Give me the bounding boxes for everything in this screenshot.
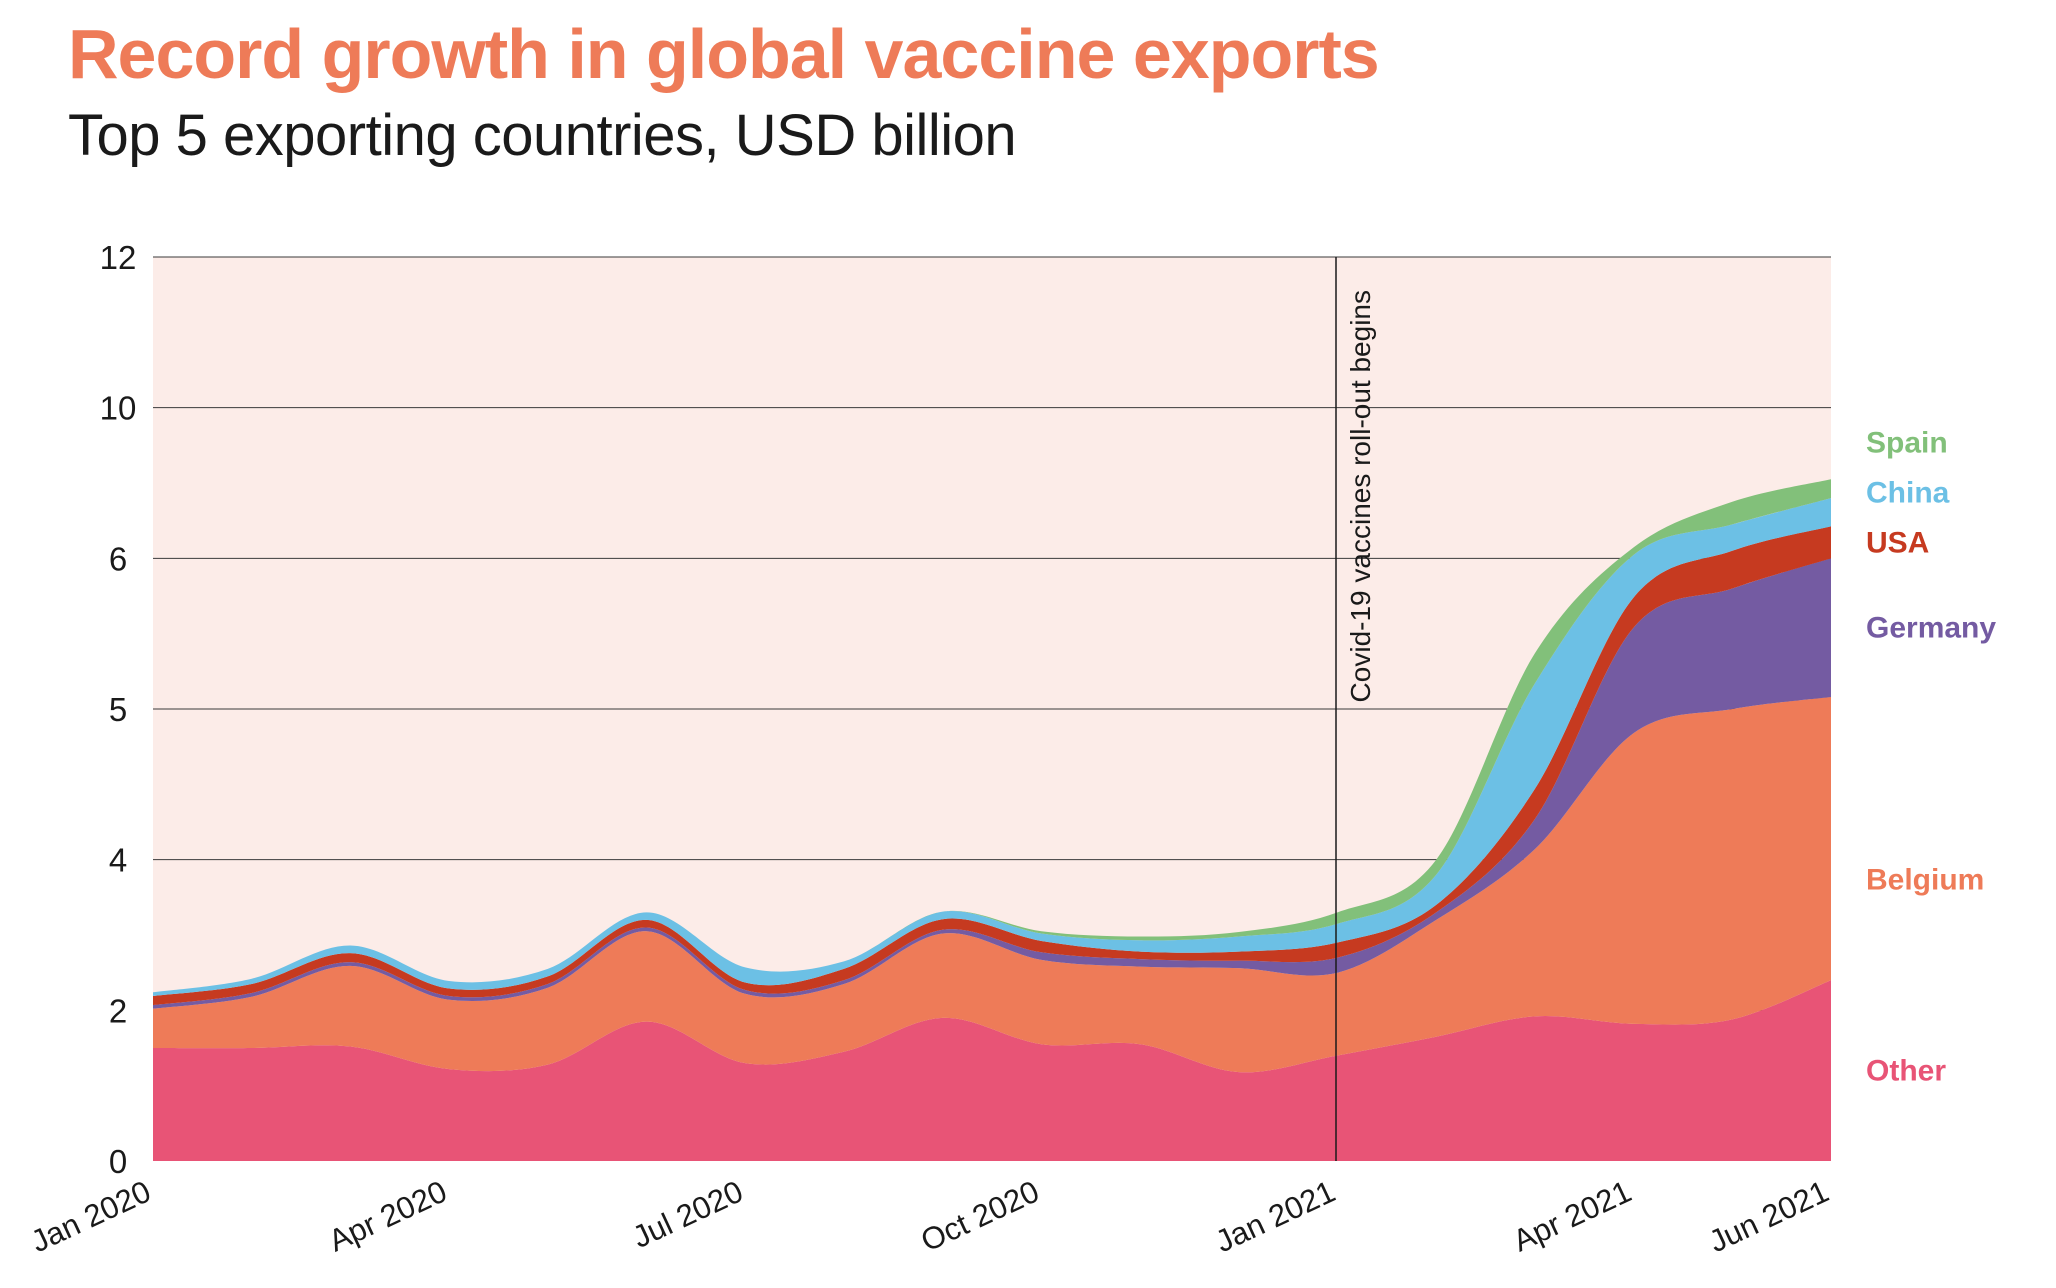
x-tick-label: Apr 2021 xyxy=(1508,1174,1637,1259)
y-tick-label: 4 xyxy=(109,842,127,879)
chart-title: Record growth in global vaccine exports xyxy=(68,15,1380,93)
y-tick-label: 6 xyxy=(109,540,127,577)
legend-label-usa: USA xyxy=(1866,526,1929,559)
x-tick-label: Jan 2020 xyxy=(26,1174,156,1260)
x-axis-ticks: Jan 2020 Apr 2020 Jul 2020 Oct 2020 Jan 2021… xyxy=(26,1174,1834,1260)
x-tick-label: Jun 2021 xyxy=(1704,1174,1834,1260)
y-tick-label: 10 xyxy=(100,390,137,427)
legend-label-other: Other xyxy=(1866,1055,1946,1088)
chart-subtitle: Top 5 exporting countries, USD billion xyxy=(68,103,1017,168)
area-belgium xyxy=(153,696,1831,1073)
legend-label-china: China xyxy=(1866,476,1950,509)
area-china xyxy=(153,498,1831,996)
area-other xyxy=(153,980,1831,1161)
legend-label-germany: Germany xyxy=(1866,612,1996,645)
y-tick-label: 0 xyxy=(109,1143,127,1180)
legend: Other Belgium Germany USA China Spain xyxy=(1866,426,1996,1087)
x-tick-label: Jul 2020 xyxy=(627,1174,748,1255)
y-tick-label: 5 xyxy=(109,691,127,728)
legend-label-belgium: Belgium xyxy=(1866,863,1984,896)
x-tick-label: Apr 2020 xyxy=(323,1174,452,1259)
annotation-label: Covid-19 vaccines roll-out begins xyxy=(1345,290,1376,702)
y-tick-label: 2 xyxy=(109,992,127,1029)
series-areas xyxy=(153,479,1831,1161)
legend-label-spain: Spain xyxy=(1866,426,1948,459)
area-spain xyxy=(153,479,1831,993)
annotation: Covid-19 vaccines roll-out begins xyxy=(1335,257,1376,1161)
y-axis-ticks: 0 2 4 5 6 10 12 xyxy=(100,239,137,1180)
x-tick-label: Oct 2020 xyxy=(915,1174,1044,1259)
area-usa xyxy=(153,526,1831,1006)
y-tick-label: 12 xyxy=(100,239,137,276)
x-tick-label: Jan 2021 xyxy=(1210,1174,1340,1260)
